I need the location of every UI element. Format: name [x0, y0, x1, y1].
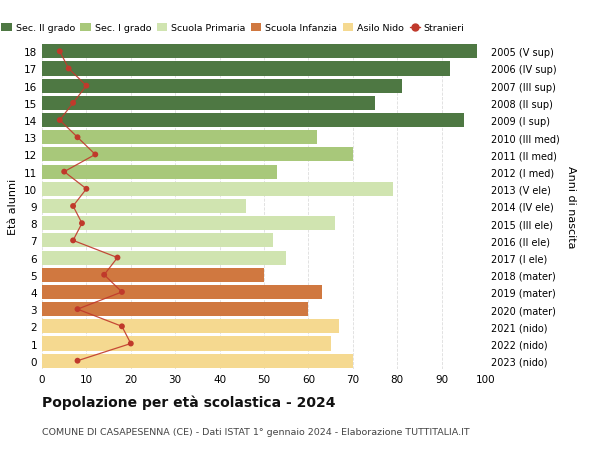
Text: COMUNE DI CASAPESENNA (CE) - Dati ISTAT 1° gennaio 2024 - Elaborazione TUTTITALI: COMUNE DI CASAPESENNA (CE) - Dati ISTAT … [42, 427, 470, 436]
Point [68, 100, 78, 107]
Legend: Sec. II grado, Sec. I grado, Scuola Primaria, Scuola Infanzia, Asilo Nido, Stran: Sec. II grado, Sec. I grado, Scuola Prim… [0, 21, 468, 37]
Bar [42, 268, 264, 282]
Y-axis label: Anni di nascita: Anni di nascita [566, 165, 576, 248]
Bar [42, 62, 451, 76]
Point [82, 83, 91, 90]
Bar [42, 45, 477, 59]
Bar [42, 319, 340, 334]
Bar [42, 182, 393, 196]
Bar [42, 96, 375, 111]
Point [77, 220, 87, 227]
Point [117, 289, 127, 296]
Bar [42, 200, 246, 213]
Point [59, 168, 69, 176]
Text: Popolazione per età scolastica - 2024: Popolazione per età scolastica - 2024 [42, 395, 335, 409]
Bar [42, 354, 353, 368]
Bar [42, 148, 353, 162]
Point [100, 271, 109, 279]
Bar [42, 79, 401, 94]
Bar [42, 114, 464, 128]
Point [68, 237, 78, 245]
Bar [42, 251, 286, 265]
Point [55, 117, 65, 124]
Point [113, 254, 122, 262]
Bar [42, 302, 308, 317]
Y-axis label: Età alunni: Età alunni [8, 179, 19, 235]
Point [117, 323, 127, 330]
Bar [42, 217, 335, 231]
Bar [42, 285, 322, 299]
Point [73, 357, 82, 364]
Point [68, 203, 78, 210]
Point [73, 134, 82, 142]
Point [73, 306, 82, 313]
Point [64, 66, 73, 73]
Point [82, 186, 91, 193]
Bar [42, 131, 317, 145]
Bar [42, 337, 331, 351]
Point [126, 340, 136, 347]
Point [55, 49, 65, 56]
Bar [42, 234, 273, 248]
Point [91, 151, 100, 159]
Bar [42, 165, 277, 179]
